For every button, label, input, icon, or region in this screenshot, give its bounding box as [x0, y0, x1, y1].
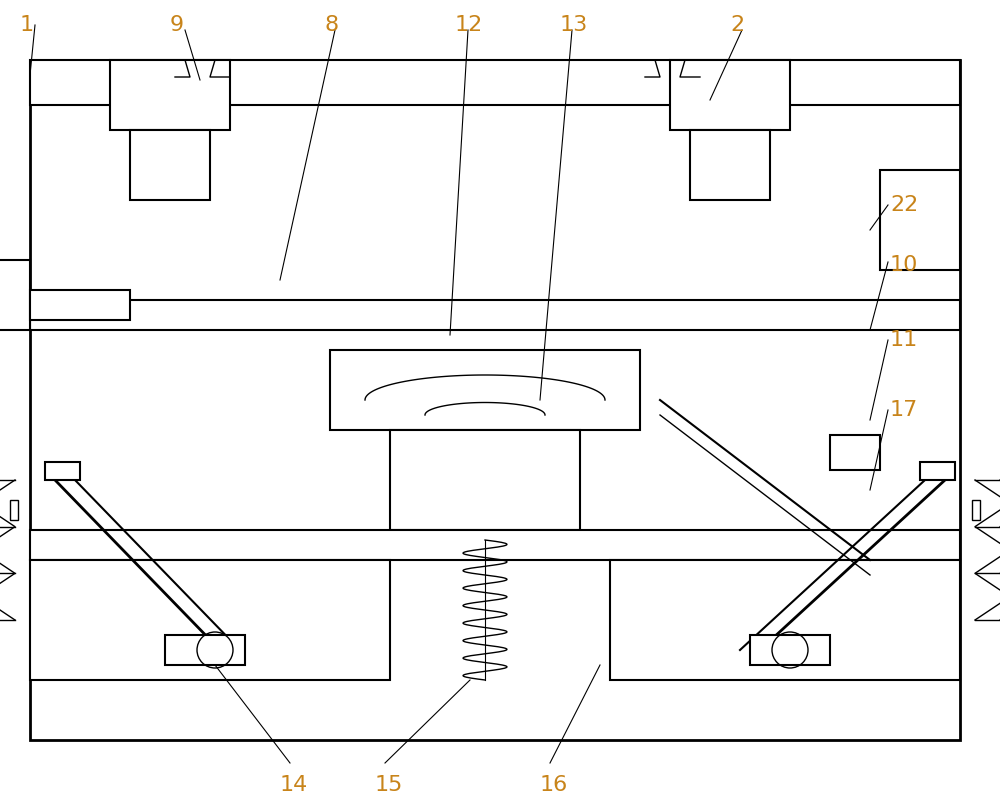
- Text: 14: 14: [280, 775, 308, 795]
- Text: 9: 9: [170, 15, 184, 35]
- Text: 17: 17: [890, 400, 918, 420]
- Bar: [670, 60, 790, 130]
- Text: 11: 11: [890, 330, 918, 350]
- Bar: [30, 290, 130, 320]
- Text: 1: 1: [20, 15, 34, 35]
- Text: 15: 15: [375, 775, 403, 795]
- Bar: [45, 462, 80, 480]
- Text: 13: 13: [560, 15, 588, 35]
- Bar: [880, 170, 960, 270]
- Bar: [972, 500, 980, 520]
- Bar: [830, 435, 880, 470]
- Bar: [330, 350, 640, 430]
- Text: 16: 16: [540, 775, 568, 795]
- Bar: [610, 560, 960, 680]
- Bar: [30, 60, 960, 740]
- Bar: [165, 635, 245, 665]
- Bar: [30, 560, 390, 680]
- Bar: [920, 462, 955, 480]
- Bar: [30, 60, 960, 105]
- Text: 22: 22: [890, 195, 918, 215]
- Text: 8: 8: [325, 15, 339, 35]
- Bar: [690, 130, 770, 200]
- Bar: [10, 500, 18, 520]
- Bar: [0, 260, 30, 330]
- Text: 10: 10: [890, 255, 918, 275]
- Text: 2: 2: [730, 15, 744, 35]
- Text: 12: 12: [455, 15, 483, 35]
- Bar: [30, 530, 960, 560]
- Bar: [130, 130, 210, 200]
- Bar: [110, 60, 230, 130]
- Bar: [30, 300, 960, 330]
- Bar: [390, 430, 580, 530]
- Bar: [750, 635, 830, 665]
